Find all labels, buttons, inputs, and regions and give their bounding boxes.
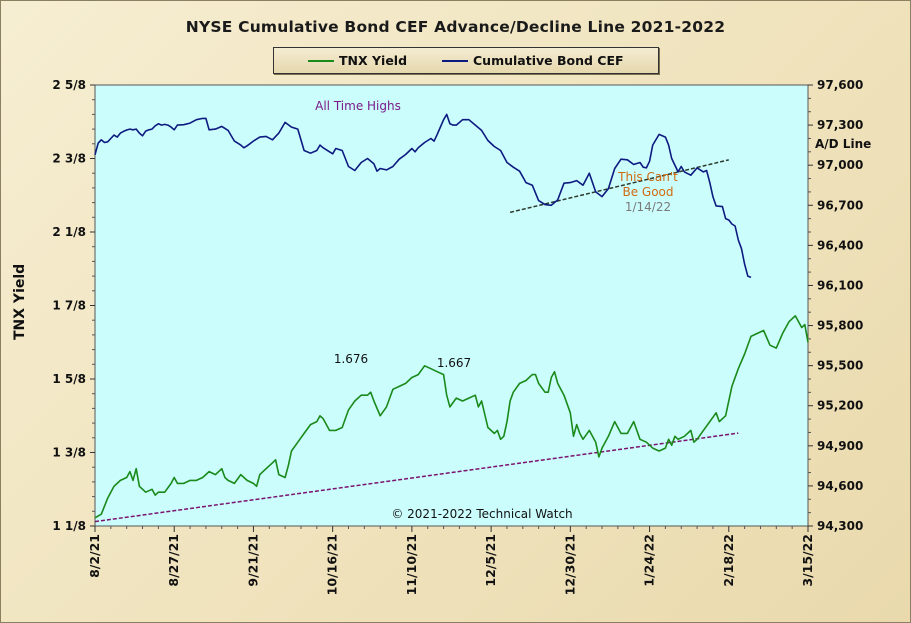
cumulative-bond-cef-line [94, 113, 752, 279]
chart-legend: TNX Yield Cumulative Bond CEF [273, 47, 659, 74]
y-right-tick-label: 97,000 [817, 158, 863, 172]
annotation-value-1667: 1.667 [437, 356, 471, 370]
annotation-be-good: Be Good [622, 185, 673, 199]
x-tick-label: 2/18/22 [721, 534, 736, 587]
y-left-tick-label: 1 5/8 [52, 372, 86, 386]
legend-swatch-cef [442, 59, 468, 62]
annotation-this-cant: This Can't [617, 170, 678, 184]
y-left-tick-label: 2 3/8 [52, 152, 86, 166]
tnx-trendline [94, 432, 739, 523]
y-right-tick-label: 94,600 [817, 479, 863, 493]
legend-swatch-tnx [308, 59, 334, 62]
tnx-yield-line [94, 315, 809, 519]
copyright-text: © 2021-2022 Technical Watch [391, 507, 572, 521]
y-left-tick-label: 1 1/8 [52, 519, 86, 533]
y-right-tick-label: 95,500 [817, 359, 863, 373]
legend-label-cef: Cumulative Bond CEF [473, 53, 624, 68]
y-right-tick-label: 96,700 [817, 198, 863, 212]
y-right-tick-label: 94,300 [817, 519, 863, 533]
x-tick-label: 12/30/21 [562, 534, 577, 595]
annotation-date: 1/14/22 [625, 200, 671, 214]
legend-item-tnx: TNX Yield [308, 53, 407, 68]
y-left-tick-label: 2 1/8 [52, 225, 86, 239]
y-right-tick-label: 97,300 [817, 118, 863, 132]
x-tick-label: 9/21/21 [245, 534, 260, 587]
plot-area [94, 84, 809, 527]
y-right-tick-label: 95,200 [817, 399, 863, 413]
chart-title: NYSE Cumulative Bond CEF Advance/Decline… [185, 18, 726, 36]
x-tick-label: 10/16/21 [325, 534, 340, 595]
y-axis-right-label: A/D Line [815, 137, 872, 151]
x-tick-label: 1/24/22 [642, 534, 657, 587]
legend-item-cef: Cumulative Bond CEF [442, 53, 624, 68]
annotation-all-time-highs: All Time Highs [315, 99, 401, 113]
y-left-tick-label: 1 3/8 [52, 446, 86, 460]
legend-label-tnx: TNX Yield [339, 53, 408, 68]
y-right-tick-label: 95,800 [817, 319, 863, 333]
cef-trendline [509, 159, 729, 214]
y-left-tick-label: 1 7/8 [52, 299, 86, 313]
y-right-tick-label: 96,100 [817, 278, 863, 292]
y-right-tick-label: 96,400 [817, 238, 863, 252]
y-right-tick-label: 94,900 [817, 439, 863, 453]
x-tick-label: 3/15/22 [800, 534, 815, 587]
annotation-value-1676: 1.676 [334, 352, 368, 366]
x-tick-label: 11/10/21 [404, 534, 419, 595]
y-right-tick-label: 97,600 [817, 78, 863, 92]
x-tick-label: 12/5/21 [483, 534, 498, 587]
x-tick-label: 8/2/21 [87, 534, 102, 578]
x-tick-label: 8/27/21 [166, 534, 181, 587]
y-left-tick-label: 2 5/8 [52, 78, 86, 92]
